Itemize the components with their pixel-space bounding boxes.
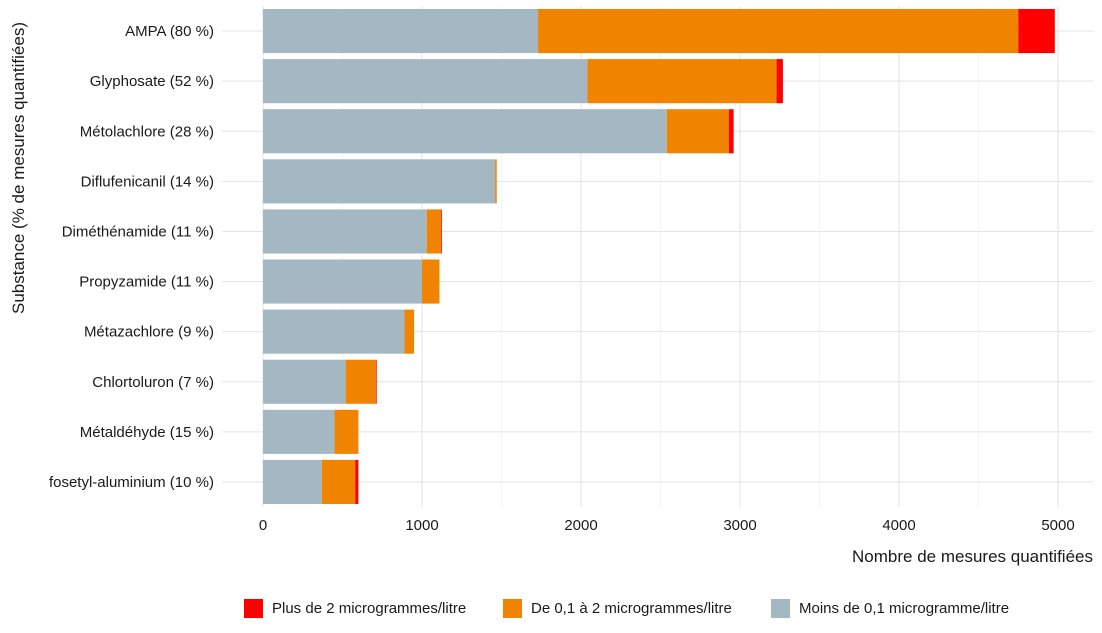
bar-segment-0-6: [263, 309, 405, 354]
bar-segment-1-0: [538, 9, 1019, 54]
legend: Plus de 2 microgrammes/litre De 0,1 à 2 …: [0, 596, 1102, 620]
legend-swatch-red: [244, 598, 263, 618]
bar-segment-2-7: [375, 359, 377, 404]
bar-segment-1-8: [334, 409, 359, 454]
category-label: Diflufenicanil (14 %): [81, 173, 214, 190]
category-label: Glyphosate (52 %): [90, 73, 214, 90]
x-tick-label: 1000: [405, 517, 438, 534]
category-label: Métolachlore (28 %): [80, 123, 214, 140]
bar-segment-1-2: [666, 109, 729, 154]
legend-item-de-0-1-a-2: De 0,1 à 2 microgrammes/litre: [503, 596, 732, 620]
bar-segment-2-0: [1018, 9, 1055, 54]
x-tick-label: 5000: [1041, 517, 1074, 534]
bar-segment-0-9: [263, 459, 322, 504]
x-tick-label: 2000: [564, 517, 597, 534]
x-tick-label: 3000: [723, 517, 756, 534]
x-tick-label: 0: [259, 517, 267, 534]
category-label: Diméthénamide (11 %): [62, 223, 214, 240]
bar-segment-1-1: [587, 59, 777, 104]
bar-segment-1-3: [495, 159, 497, 204]
legend-swatch-orange: [503, 598, 522, 618]
bar-segment-0-8: [263, 409, 335, 454]
legend-label: Moins de 0,1 microgramme/litre: [799, 599, 1010, 617]
legend-item-plus-de-2: Plus de 2 microgrammes/litre: [244, 596, 466, 620]
x-axis-label: Nombre de mesures quantifiées: [852, 547, 1093, 566]
x-tick-label: 4000: [882, 517, 915, 534]
legend-label: Plus de 2 microgrammes/litre: [272, 599, 467, 617]
bar-segment-1-6: [404, 309, 415, 354]
bar-segment-0-2: [263, 109, 667, 154]
category-label: AMPA (80 %): [125, 23, 214, 40]
bar-segment-0-7: [263, 359, 346, 404]
legend-label: De 0,1 à 2 microgrammes/litre: [531, 599, 732, 617]
bar-segment-1-7: [345, 359, 376, 404]
bar-segment-0-0: [263, 9, 539, 54]
bars: [263, 9, 1055, 504]
bar-segment-1-4: [426, 209, 442, 254]
bar-segment-2-9: [355, 459, 359, 504]
category-label: Métaldéhyde (15 %): [80, 424, 214, 441]
category-label: fosetyl-aluminium (10 %): [49, 474, 214, 491]
bar-segment-0-4: [263, 209, 427, 254]
bar-segment-0-3: [263, 159, 496, 204]
y-axis-label: Substance (% de mesures quantifiées): [9, 22, 28, 314]
bar-segment-2-2: [728, 109, 734, 154]
bar-segment-0-1: [263, 59, 588, 104]
x-tick-labels: 0 1000 2000 3000 4000 5000: [259, 517, 1075, 534]
category-label: Métazachlore (9 %): [84, 324, 214, 341]
legend-item-moins-de-0-1: Moins de 0,1 microgramme/litre: [771, 596, 1009, 620]
bar-segment-2-4: [441, 209, 442, 254]
category-labels: AMPA (80 %) Glyphosate (52 %) Métolachlore…: [49, 23, 214, 491]
bar-segment-1-9: [321, 459, 356, 504]
category-label: Chlortoluron (7 %): [92, 374, 214, 391]
bar-segment-1-5: [422, 259, 440, 304]
bar-segment-0-5: [263, 259, 422, 304]
legend-swatch-grey: [771, 598, 790, 618]
category-label: Propyzamide (11 %): [79, 274, 214, 291]
bar-segment-2-1: [776, 59, 783, 104]
